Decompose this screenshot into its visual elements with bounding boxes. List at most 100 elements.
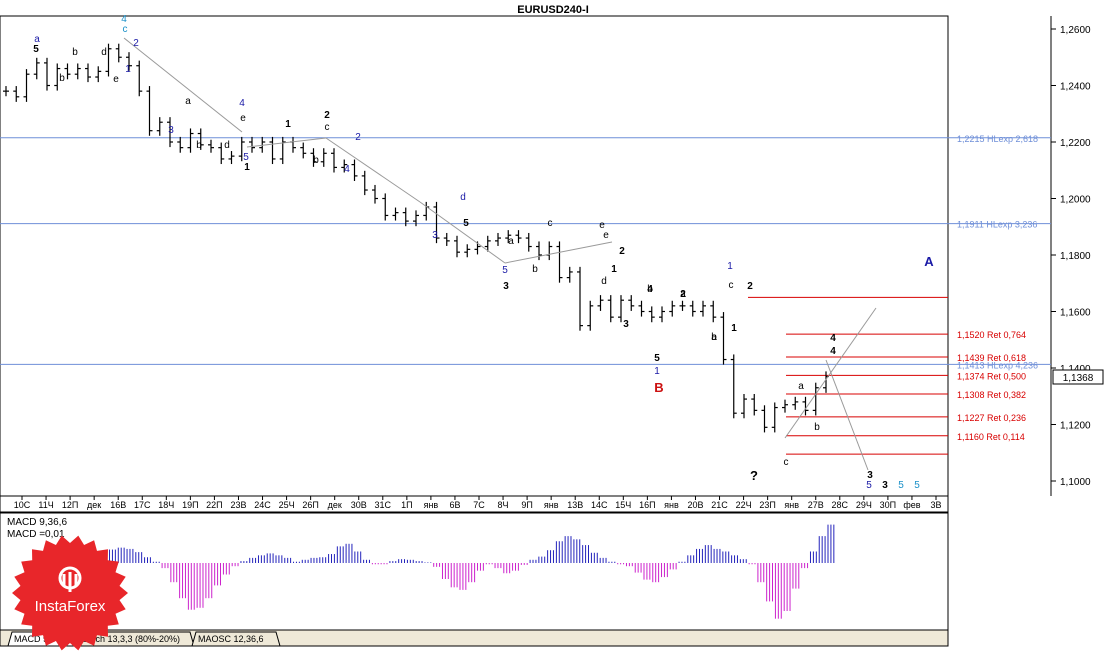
chart-title: EURUSD240-I (517, 4, 589, 16)
price-bar (331, 148, 337, 173)
wave-label: 5 (502, 265, 508, 276)
wave-label: 5 (243, 152, 249, 163)
price-bar (443, 232, 450, 246)
price-bar (761, 405, 768, 433)
trend-line (123, 37, 243, 133)
wave-label: 3 (882, 480, 888, 491)
date-tick-label: 19П (182, 500, 198, 510)
price-bar (618, 295, 624, 323)
level-label: 1,1227 Ret 0,236 (957, 413, 1026, 423)
price-bar (146, 86, 153, 136)
wave-label: 3 (168, 125, 174, 136)
wave-label: 2 (324, 110, 330, 121)
price-tick-label: 1,2000 (1060, 195, 1091, 206)
date-tick-label: 30П (880, 500, 896, 510)
wave-label: e (240, 113, 246, 124)
price-bar (751, 393, 758, 416)
level-label: 1,1160 Ret 0,114 (957, 432, 1025, 442)
wave-label: 5 (463, 218, 469, 229)
date-tick-label: 16В (110, 500, 126, 510)
price-bar (577, 266, 583, 331)
date-ticks-layer: 10С 11Ч 12П дек 16В 17С 18Ч 19П 22П 23В 24С 25Ч 26П д… (14, 496, 942, 510)
date-tick-label: 28С (832, 500, 849, 510)
wave-label: b (711, 332, 717, 343)
wave-label: a (680, 289, 686, 300)
price-bar (659, 306, 665, 323)
date-tick-label: 22Ч (736, 500, 752, 510)
price-bar (782, 399, 788, 413)
price-bar (156, 117, 163, 136)
price-bar (341, 159, 348, 173)
price-bar (74, 63, 81, 80)
macd-value: MACD =0,01 (7, 529, 65, 540)
price-bar (64, 63, 71, 80)
wave-label: b (313, 155, 319, 166)
wave-label: b (196, 140, 202, 151)
price-bar (484, 235, 491, 252)
wave-label: a (185, 96, 191, 107)
wave-label: 3 (503, 281, 509, 292)
date-tick-label: 24С (254, 500, 271, 510)
date-tick-label: фев (903, 500, 920, 510)
wave-label: 4 (647, 284, 653, 295)
wave-label: e (113, 74, 119, 85)
price-bar (85, 63, 91, 83)
wave-label: 2 (133, 38, 139, 49)
price-bar (372, 184, 378, 204)
date-tick-label: янв (544, 500, 559, 510)
wave-label: 1 (727, 261, 733, 272)
macd-bars-layer (91, 524, 835, 619)
price-bar (454, 235, 460, 258)
price-tick-label: 1,2600 (1060, 25, 1091, 36)
date-tick-label: янв (424, 500, 439, 510)
date-tick-label: 25Ч (279, 500, 295, 510)
wave-label: d (101, 47, 107, 58)
level-label: 1,2215 HLexp 2,618 (957, 134, 1038, 144)
macd-title: MACD 9,36,6 (7, 517, 67, 528)
wave-label: 5 (898, 480, 904, 491)
price-bar (679, 300, 686, 311)
price-bar (689, 300, 696, 317)
level-label: 1,1520 Ret 0,764 (957, 330, 1026, 340)
candles-layer (3, 43, 829, 433)
price-bar (13, 86, 20, 102)
price-bar (556, 241, 563, 283)
price-bar (607, 295, 614, 323)
date-tick-label: 18Ч (158, 500, 174, 510)
current-price-label: 1,1368 (1063, 373, 1094, 384)
tab-stoch-label: Stoch 13,3,3 (80%-20%) (82, 634, 180, 644)
price-bar (228, 151, 235, 165)
wave-label: d (460, 192, 466, 203)
price-bar (361, 170, 368, 196)
date-tick-label: 16П (639, 500, 655, 510)
price-bar (320, 148, 327, 167)
tab-maosc[interactable]: MAOSC 12,36,6 (191, 631, 281, 647)
level-label: 1,1911 HLexp 3,236 (957, 220, 1037, 230)
wave-label: 2 (680, 289, 686, 300)
price-bar (23, 69, 30, 102)
trend-line (419, 201, 506, 264)
trend-line (246, 137, 327, 148)
price-bar (597, 295, 604, 311)
price-tick-label: 1,1800 (1060, 251, 1091, 262)
price-bar (177, 136, 184, 153)
wave-label: 1 (611, 264, 617, 275)
price-bar (536, 241, 542, 261)
current-price-box (1052, 369, 1104, 385)
wave-label: a (711, 332, 717, 343)
wave-label: b (647, 284, 653, 295)
instaforex-logo-icon (12, 535, 128, 651)
price-bar (433, 201, 440, 244)
tab-maosc-label: MAOSC 12,36,6 (198, 634, 264, 644)
wave-label: 1 (244, 162, 250, 173)
date-tick-label: 10С (14, 500, 31, 510)
date-tick-label: 23П (759, 500, 775, 510)
wave-label: d (601, 276, 607, 287)
price-bar (310, 148, 317, 167)
date-tick-label: янв (784, 500, 799, 510)
price-bar (638, 300, 645, 317)
wave-label: 3 (432, 230, 438, 241)
price-tick-label: 1,2400 (1060, 82, 1091, 93)
date-tick-label: 15Ч (615, 500, 631, 510)
